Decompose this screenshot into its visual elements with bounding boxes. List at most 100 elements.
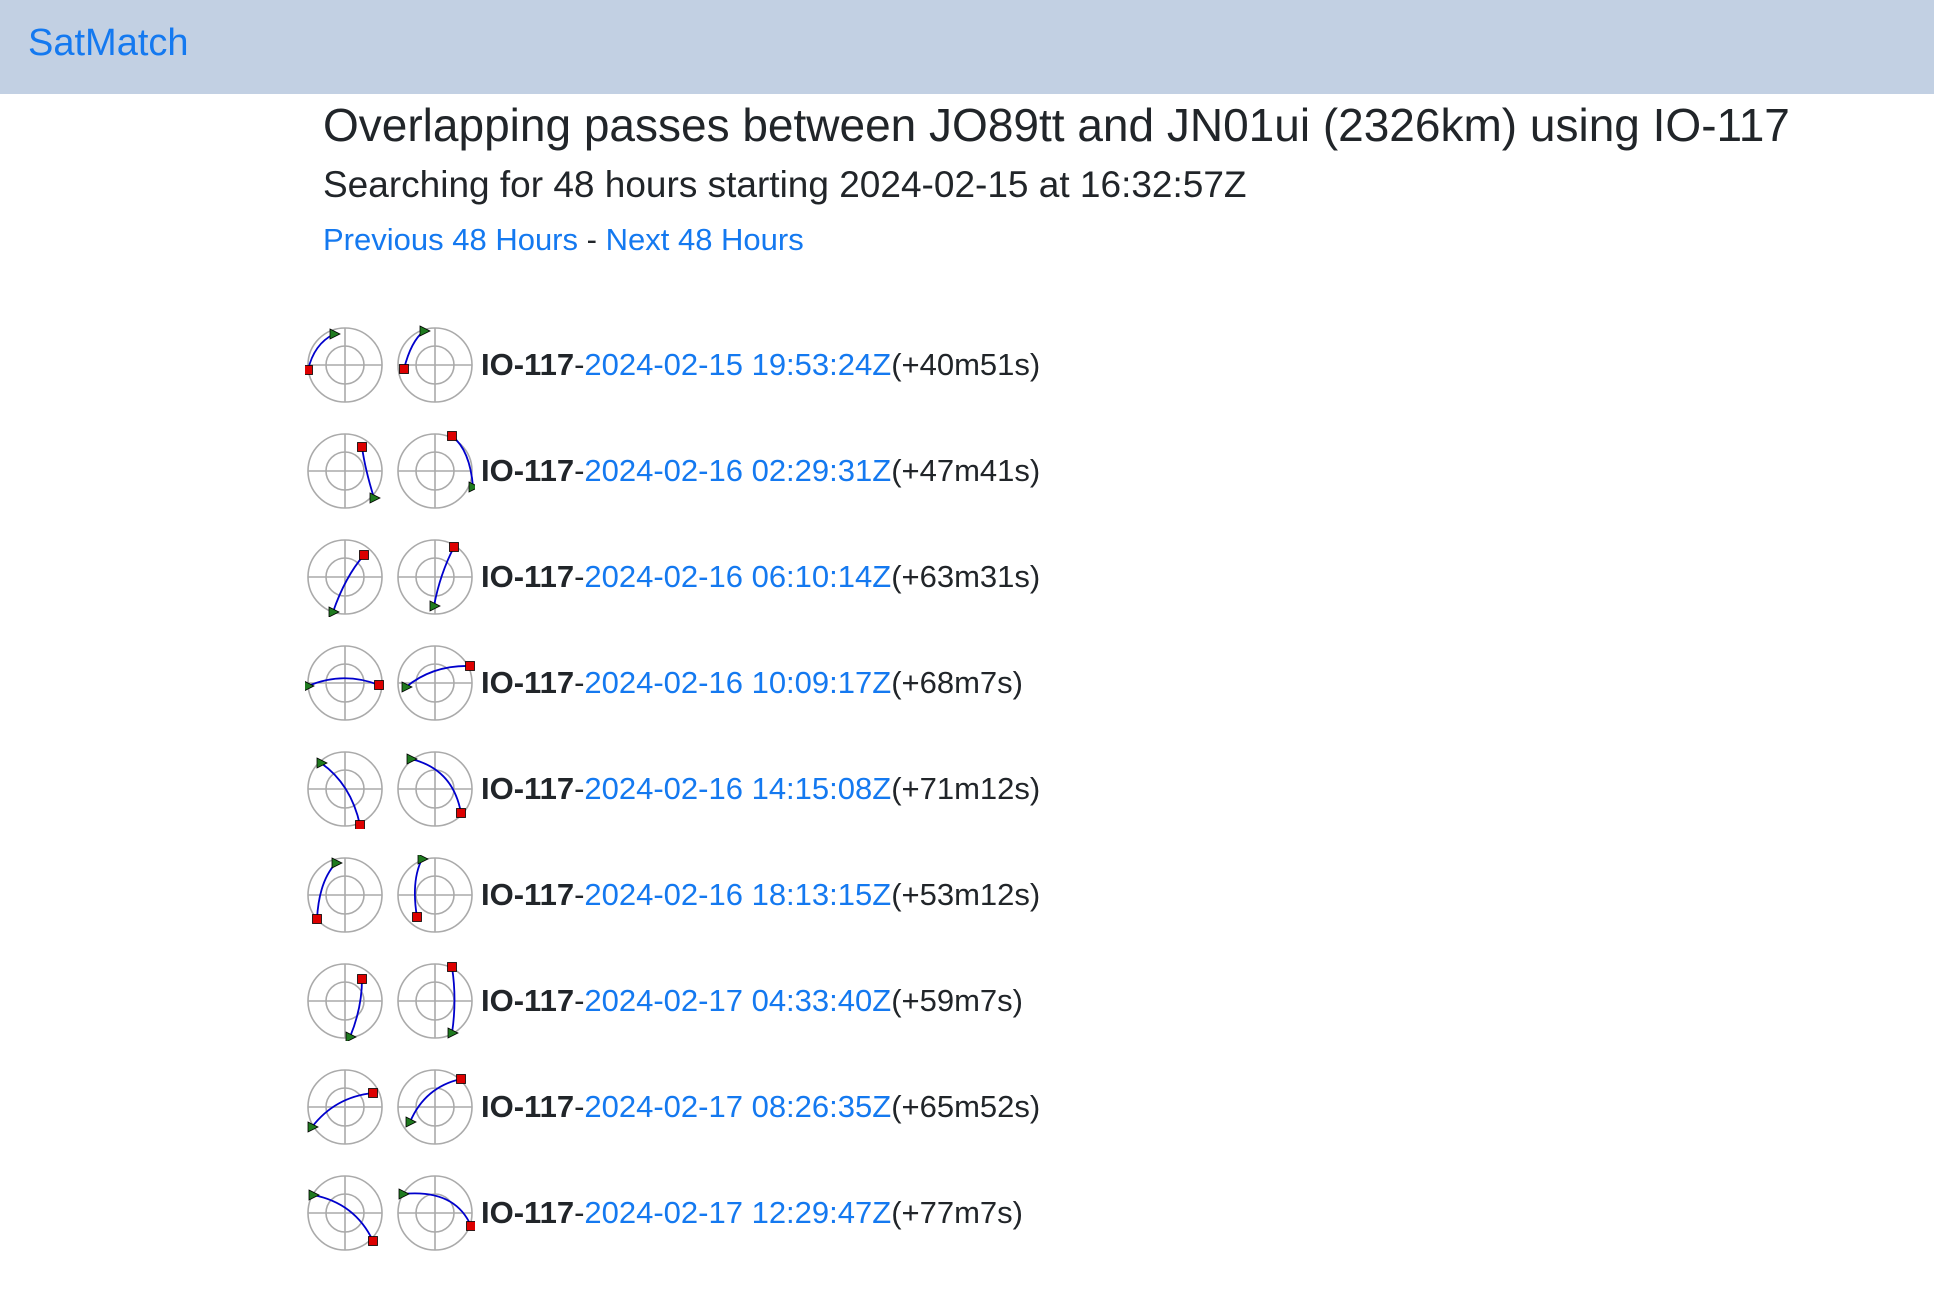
pass-time-link[interactable]: 2024-02-17 04:33:40Z xyxy=(584,983,892,1018)
los-marker-icon xyxy=(374,680,384,690)
satellite-name: IO-117 xyxy=(481,665,575,700)
pass-info: IO-117-2024-02-16 10:09:17Z(+68m7s) xyxy=(481,665,1023,701)
navbar: SatMatch xyxy=(0,0,1934,94)
polar-plot-station-1 xyxy=(307,1069,383,1145)
polar-plot-station-1 xyxy=(307,751,383,829)
pass-info: IO-117-2024-02-17 12:29:47Z(+77m7s) xyxy=(481,1195,1023,1231)
main-content: Overlapping passes between JO89tt and JN… xyxy=(323,94,1790,258)
brand-link[interactable]: SatMatch xyxy=(28,22,189,64)
polar-plot-station-2 xyxy=(397,1069,473,1145)
pass-info: IO-117-2024-02-17 08:26:35Z(+65m52s) xyxy=(481,1089,1040,1125)
pass-info: IO-117-2024-02-16 14:15:08Z(+71m12s) xyxy=(481,771,1040,807)
pass-duration: (+65m52s) xyxy=(891,1089,1041,1124)
pass-row: IO-117-2024-02-17 12:29:47Z(+77m7s) xyxy=(305,1160,1040,1266)
aos-marker-icon xyxy=(331,857,343,869)
pass-track xyxy=(451,966,456,1034)
pass-track xyxy=(405,665,471,688)
pass-row: IO-117-2024-02-17 08:26:35Z(+65m52s) xyxy=(305,1054,1040,1160)
los-marker-icon xyxy=(368,1236,378,1246)
los-marker-icon xyxy=(447,962,457,972)
satellite-name: IO-117 xyxy=(481,877,575,912)
polar-plot-station-2 xyxy=(397,539,473,615)
aos-marker-icon xyxy=(429,600,441,612)
polar-plot-station-2 xyxy=(397,855,473,933)
pass-list: IO-117-2024-02-15 19:53:24Z(+40m51s) IO-1… xyxy=(305,312,1040,1266)
pass-row: IO-117-2024-02-17 04:33:40Z(+59m7s) xyxy=(305,948,1040,1054)
pass-info: IO-117-2024-02-16 06:10:14Z(+63m31s) xyxy=(481,559,1040,595)
pass-time-link[interactable]: 2024-02-16 14:15:08Z xyxy=(584,771,892,806)
pass-row: IO-117-2024-02-16 06:10:14Z(+63m31s) xyxy=(305,524,1040,630)
polar-plot-station-1 xyxy=(307,963,383,1041)
polar-plot-station-1 xyxy=(307,1175,383,1251)
aos-marker-icon xyxy=(308,1189,320,1201)
polar-plot-station-1 xyxy=(305,327,383,403)
aos-marker-icon xyxy=(328,606,340,617)
los-marker-icon xyxy=(359,550,369,560)
pass-track xyxy=(320,762,361,826)
polar-plot-station-1 xyxy=(307,857,383,933)
pass-time-link[interactable]: 2024-02-16 06:10:14Z xyxy=(584,559,892,594)
pass-track xyxy=(409,1078,462,1123)
pass-duration: (+59m7s) xyxy=(891,983,1023,1018)
pass-time-link[interactable]: 2024-02-16 02:29:31Z xyxy=(584,453,892,488)
pass-row: IO-117-2024-02-16 02:29:31Z(+47m41s) xyxy=(305,418,1040,524)
los-marker-icon xyxy=(305,365,313,375)
satellite-name: IO-117 xyxy=(481,1195,575,1230)
page-title: Overlapping passes between JO89tt and JN… xyxy=(323,99,1790,151)
los-marker-icon xyxy=(449,542,459,552)
polar-plot-station-1 xyxy=(307,539,383,617)
los-marker-icon xyxy=(412,912,422,922)
polar-plot-station-2 xyxy=(397,962,473,1039)
previous-48-hours-link[interactable]: Previous 48 Hours xyxy=(323,221,579,257)
time-navigation: Previous 48 Hours - Next 48 Hours xyxy=(323,222,1790,258)
pass-track xyxy=(307,677,380,687)
los-marker-icon xyxy=(357,442,367,452)
satellite-name: IO-117 xyxy=(481,453,575,488)
pass-time-link[interactable]: 2024-02-17 12:29:47Z xyxy=(584,1195,892,1230)
satellite-name: IO-117 xyxy=(481,559,575,594)
pass-time-link[interactable]: 2024-02-15 19:53:24Z xyxy=(584,347,892,382)
los-marker-icon xyxy=(368,1088,378,1098)
nav-separator: - xyxy=(586,221,597,257)
satellite-name: IO-117 xyxy=(481,983,575,1018)
pass-track xyxy=(402,1192,472,1227)
aos-marker-icon xyxy=(329,328,341,340)
pass-duration: (+77m7s) xyxy=(891,1195,1023,1230)
polar-plot-station-1 xyxy=(305,645,384,721)
pass-row: IO-117-2024-02-15 19:53:24Z(+40m51s) xyxy=(305,312,1040,418)
pass-time-link[interactable]: 2024-02-16 18:13:15Z xyxy=(584,877,892,912)
polar-plot-station-2 xyxy=(397,645,475,721)
next-48-hours-link[interactable]: Next 48 Hours xyxy=(605,221,804,257)
aos-marker-icon xyxy=(305,681,315,691)
pass-track xyxy=(311,1092,374,1128)
los-marker-icon xyxy=(399,364,409,374)
pass-info: IO-117-2024-02-16 18:13:15Z(+53m12s) xyxy=(481,877,1040,913)
separator: - xyxy=(574,1089,585,1124)
pass-time-link[interactable]: 2024-02-17 08:26:35Z xyxy=(584,1089,892,1124)
aos-marker-icon xyxy=(417,855,429,865)
pass-track xyxy=(349,978,363,1038)
satellite-name: IO-117 xyxy=(481,347,575,382)
los-marker-icon xyxy=(465,661,475,671)
pass-info: IO-117-2024-02-17 04:33:40Z(+59m7s) xyxy=(481,983,1023,1019)
separator: - xyxy=(574,347,585,382)
los-marker-icon xyxy=(355,820,365,829)
pass-time-link[interactable]: 2024-02-16 10:09:17Z xyxy=(584,665,892,700)
los-marker-icon xyxy=(466,1221,475,1231)
los-marker-icon xyxy=(357,974,367,984)
polar-plot-station-2 xyxy=(397,431,475,509)
pass-track xyxy=(312,1194,374,1242)
polar-plot-station-2 xyxy=(397,1175,475,1251)
separator: - xyxy=(574,771,585,806)
separator: - xyxy=(574,559,585,594)
pass-duration: (+47m41s) xyxy=(891,453,1041,488)
los-marker-icon xyxy=(456,1074,466,1084)
pass-row: IO-117-2024-02-16 10:09:17Z(+68m7s) xyxy=(305,630,1040,736)
pass-duration: (+53m12s) xyxy=(891,877,1041,912)
aos-marker-icon xyxy=(419,325,431,337)
aos-marker-icon xyxy=(468,481,475,493)
pass-info: IO-117-2024-02-15 19:53:24Z(+40m51s) xyxy=(481,347,1040,383)
pass-duration: (+71m12s) xyxy=(891,771,1041,806)
satellite-name: IO-117 xyxy=(481,771,575,806)
page-subtitle: Searching for 48 hours starting 2024-02-… xyxy=(323,164,1247,206)
